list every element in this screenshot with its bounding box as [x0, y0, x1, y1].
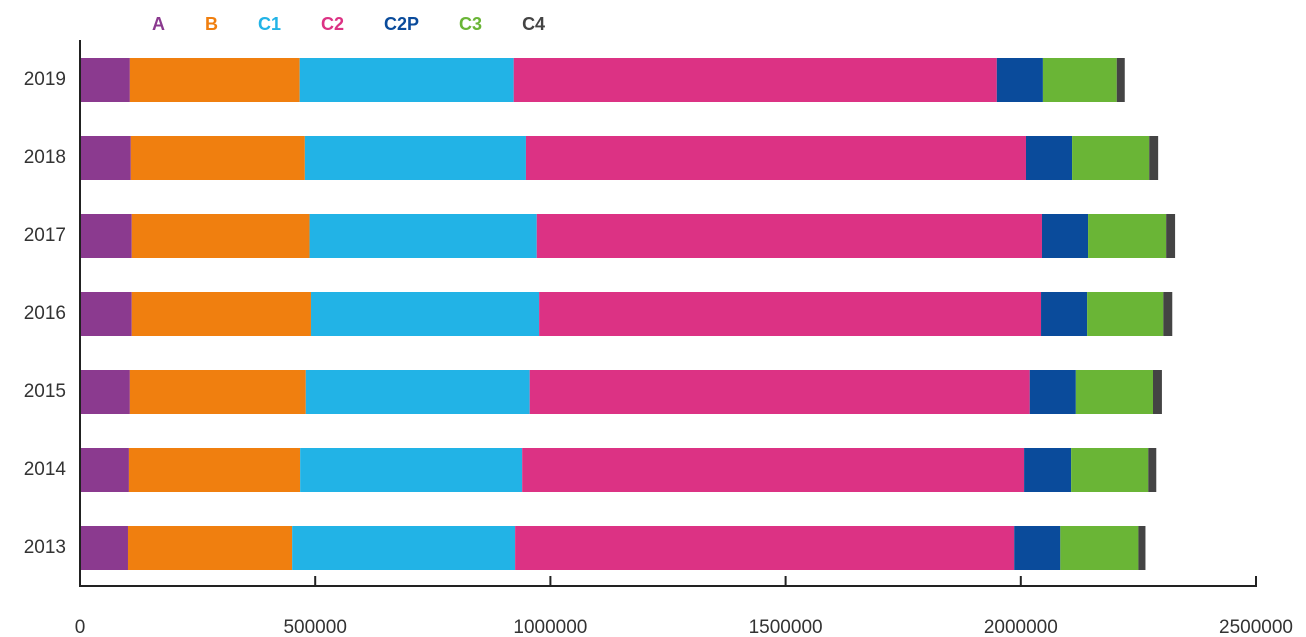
bar-segment — [292, 526, 516, 570]
x-tick-label: 1500000 — [749, 617, 823, 637]
legend-label: C4 — [522, 14, 545, 34]
x-tick-label: 2500000 — [1219, 617, 1293, 637]
bar-segment — [129, 370, 306, 414]
bar-segment — [1041, 292, 1088, 336]
bar-segment — [1071, 448, 1149, 492]
x-tick-label: 0 — [75, 617, 86, 637]
y-tick-label: 2015 — [24, 381, 66, 402]
bar-segment — [1148, 448, 1157, 492]
y-tick-label: 2016 — [24, 303, 66, 324]
bar-segment — [127, 526, 293, 570]
bar-segment — [529, 370, 1030, 414]
bar-segment — [80, 214, 132, 258]
bar-segment — [1025, 136, 1073, 180]
bar-segment — [996, 58, 1043, 102]
y-tick-label: 2018 — [24, 147, 66, 168]
bar-segment — [525, 136, 1026, 180]
bar-segment — [80, 448, 129, 492]
y-tick-label: 2014 — [24, 459, 67, 480]
y-tick-label: 2019 — [24, 69, 66, 90]
bar-segment — [515, 526, 1015, 570]
legend-label: C2 — [321, 14, 344, 34]
bar-segment — [522, 448, 1025, 492]
bar-segment — [539, 292, 1042, 336]
y-tick-label: 2017 — [24, 225, 66, 246]
x-tick-label: 1000000 — [513, 617, 587, 637]
bar-segment — [80, 136, 131, 180]
legend-label: C2P — [384, 14, 419, 34]
legend-label: C1 — [258, 14, 281, 34]
x-tick-label: 2000000 — [984, 617, 1058, 637]
bar-segment — [129, 58, 300, 102]
bar-segment — [1149, 136, 1159, 180]
bar-segment — [1072, 136, 1150, 180]
y-tick-label: 2013 — [24, 537, 66, 558]
bar-segment — [309, 214, 537, 258]
bar-segment — [1075, 370, 1153, 414]
bar-segment — [513, 58, 997, 102]
bar-segment — [1060, 526, 1139, 570]
bar-segment — [305, 370, 530, 414]
bar-segment — [1014, 526, 1061, 570]
bar-segment — [1138, 526, 1146, 570]
bar-segment — [80, 292, 132, 336]
bar-segment — [1024, 448, 1072, 492]
bar-segment — [300, 448, 523, 492]
bar-segment — [1116, 58, 1125, 102]
bar-segment — [80, 526, 128, 570]
legend-label: A — [152, 14, 165, 34]
bar-segment — [304, 136, 526, 180]
bar-segment — [130, 136, 305, 180]
bar-segment — [1087, 292, 1164, 336]
bar-segment — [1029, 370, 1076, 414]
bar-segment — [1088, 214, 1167, 258]
bar-segment — [1163, 292, 1173, 336]
bar-segment — [80, 370, 130, 414]
bar-segment — [131, 292, 311, 336]
x-tick-label: 500000 — [283, 617, 346, 637]
bar-segment — [310, 292, 540, 336]
bar-segment — [128, 448, 301, 492]
bar-segment — [131, 214, 310, 258]
bar-segment — [536, 214, 1042, 258]
legend-label: C3 — [459, 14, 482, 34]
bar-segment — [1166, 214, 1176, 258]
bar-segment — [80, 58, 130, 102]
bar-segment — [1152, 370, 1162, 414]
legend-label: B — [205, 14, 218, 34]
bar-segment — [1042, 58, 1117, 102]
bar-segment — [1041, 214, 1089, 258]
bar-segment — [299, 58, 514, 102]
